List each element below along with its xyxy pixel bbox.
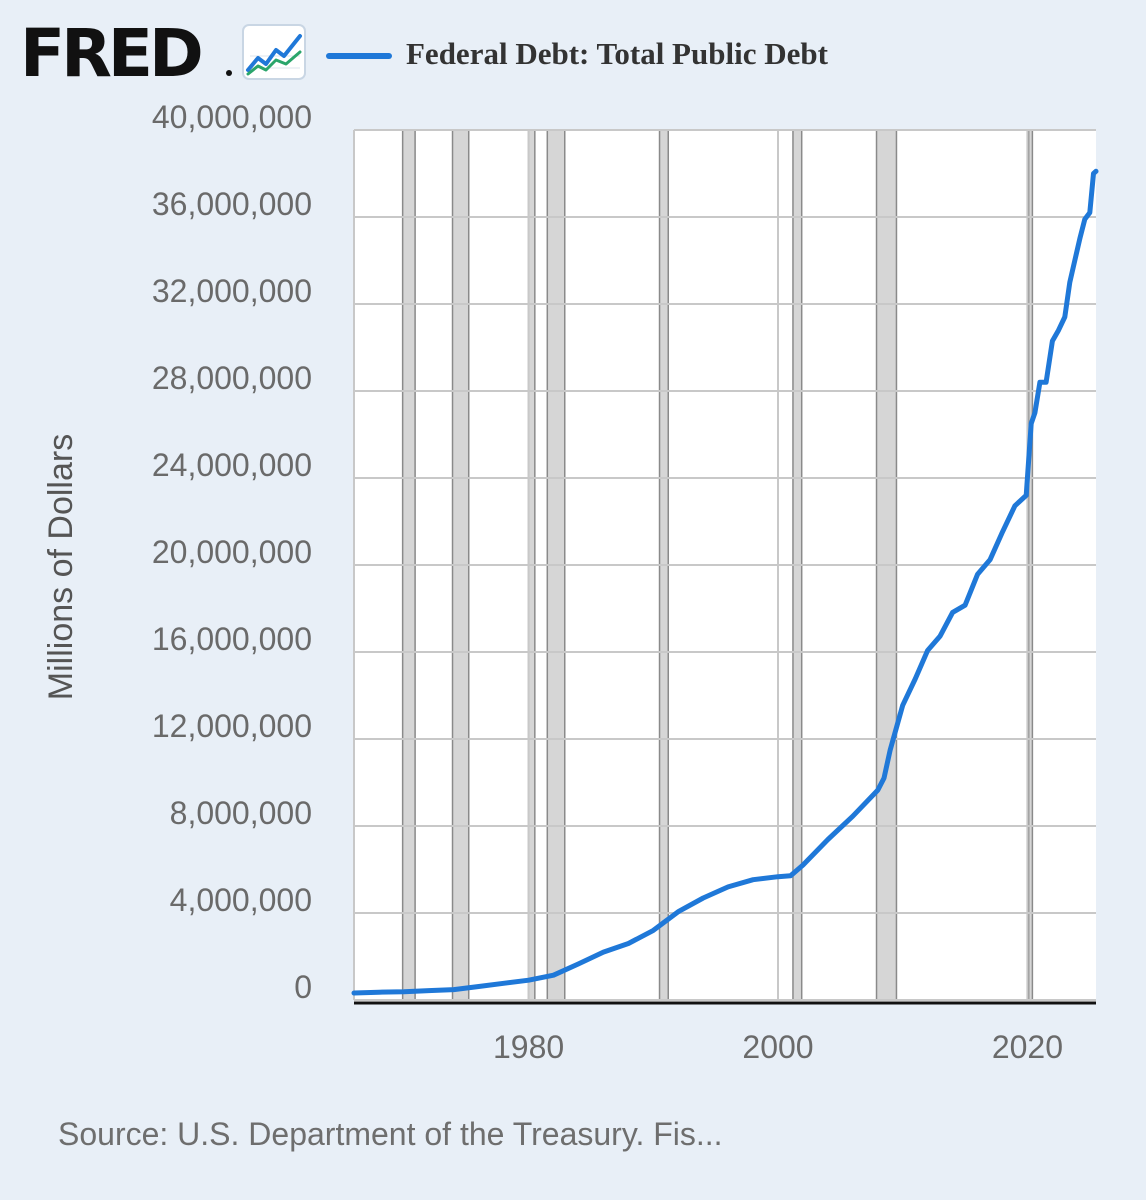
- y-tick-label: 36,000,000: [152, 186, 312, 222]
- y-tick-label: 28,000,000: [152, 360, 312, 396]
- y-tick-label: 16,000,000: [152, 621, 312, 657]
- y-tick-label: 20,000,000: [152, 534, 312, 570]
- fred-logo[interactable]: FRED: [20, 15, 204, 92]
- series-layer: [351, 168, 1099, 996]
- gridlines: [353, 129, 1096, 1001]
- y-tick-label: 0: [294, 969, 312, 1005]
- y-tick-label: 24,000,000: [152, 447, 312, 483]
- legend-line-swatch: [326, 53, 392, 59]
- x-tick-label: 2020: [992, 1029, 1063, 1065]
- y-tick-label: 32,000,000: [152, 273, 312, 309]
- x-tick-label: 1980: [493, 1029, 564, 1065]
- y-axis-label: Millions of Dollars: [42, 434, 80, 700]
- x-tick-labels: 1980 2000 2020: [493, 1029, 1063, 1065]
- y-tick-label: 8,000,000: [170, 795, 312, 831]
- legend-label[interactable]: Federal Debt: Total Public Debt: [406, 36, 828, 71]
- y-tick-label: 4,000,000: [170, 882, 312, 918]
- y-tick-labels: 0 4,000,000 8,000,000 12,000,000 16,000,000 2…: [152, 99, 312, 1005]
- fred-chart-trend-icon: [242, 24, 306, 80]
- source-note: Source: U.S. Department of the Treasury.…: [58, 1116, 723, 1152]
- y-tick-label: 40,000,000: [152, 99, 312, 135]
- logo-dot: [226, 70, 232, 76]
- y-tick-label: 12,000,000: [152, 708, 312, 744]
- series-line[interactable]: [351, 168, 1099, 996]
- header: FRED Federal Debt: Total Public Debt: [0, 0, 1146, 110]
- x-tick-label: 2000: [742, 1029, 813, 1065]
